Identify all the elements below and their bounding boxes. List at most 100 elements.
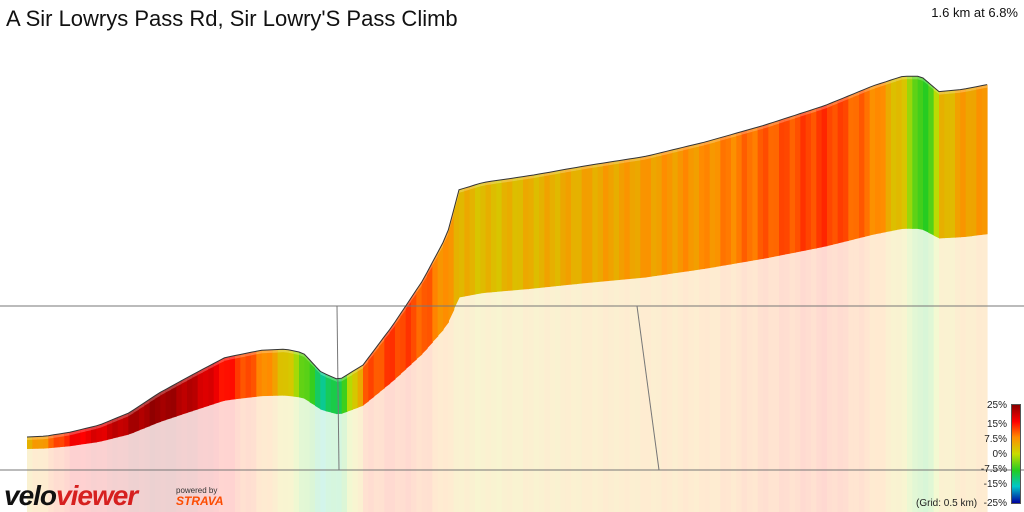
- gradient-band: [507, 178, 513, 291]
- gradient-band: [875, 83, 881, 235]
- gradient-band: [496, 179, 503, 292]
- reflection-band: [789, 252, 796, 512]
- gradient-band: [651, 153, 657, 277]
- reflection-band: [368, 396, 375, 512]
- gradient-band: [384, 329, 391, 389]
- reflection-band: [251, 396, 257, 512]
- gradient-band: [960, 88, 967, 238]
- gradient-band: [896, 76, 903, 231]
- reflection-band: [629, 278, 636, 512]
- gradient-band-edge: [272, 349, 279, 353]
- reflection-band: [597, 281, 604, 512]
- reflection-band: [43, 448, 49, 512]
- gradient-band-edge: [192, 371, 199, 378]
- powered-by-text: powered by: [176, 486, 218, 495]
- gradient-band: [907, 76, 913, 229]
- reflection-band: [635, 277, 641, 512]
- reflection-band: [928, 232, 935, 512]
- gradient-band: [640, 156, 647, 278]
- gradient-band-edge: [368, 350, 375, 361]
- reflection-band: [37, 448, 44, 512]
- gradient-band: [240, 353, 247, 399]
- gradient-band: [272, 349, 279, 396]
- veloviewer-logo[interactable]: veloviewer: [4, 480, 138, 512]
- gradient-band-edge: [187, 374, 193, 381]
- gradient-band: [320, 371, 327, 412]
- reflection-band: [181, 412, 188, 512]
- gradient-band-edge: [427, 262, 433, 276]
- gradient-band: [560, 169, 567, 286]
- gradient-band: [837, 98, 844, 244]
- gradient-band: [672, 148, 679, 274]
- gradient-band: [864, 87, 871, 237]
- reflection-band: [53, 447, 60, 512]
- gradient-band: [725, 134, 732, 266]
- gradient-band-edge: [432, 252, 439, 266]
- reflection-band: [187, 411, 193, 512]
- gradient-band-edge: [747, 128, 753, 134]
- reflection-band: [912, 228, 919, 512]
- reflection-band: [117, 435, 124, 512]
- gradient-band: [795, 113, 801, 253]
- gradient-band: [165, 386, 172, 421]
- reflection-band: [709, 267, 716, 512]
- gradient-band-edge: [469, 184, 476, 190]
- scale-label: 15%: [986, 419, 1007, 430]
- gradient-band: [405, 298, 412, 370]
- gradient-band-edge: [331, 376, 337, 382]
- reflection-band: [869, 234, 876, 512]
- reflection-band: [795, 251, 801, 512]
- reflection-band: [325, 411, 332, 512]
- gradient-band: [229, 355, 236, 400]
- reflection-band: [144, 426, 151, 512]
- gradient-band-edge: [821, 104, 828, 110]
- gradient-band-edge: [949, 90, 956, 94]
- reflection-band: [960, 236, 967, 512]
- reflection-band: [864, 235, 871, 512]
- gradient-band-edge: [277, 349, 284, 353]
- gradient-band-edge: [912, 76, 919, 80]
- reflection-band: [75, 444, 81, 512]
- gradient-band: [485, 181, 492, 293]
- reflection-band: [208, 404, 215, 512]
- gradient-band: [480, 182, 487, 294]
- reflection-band: [245, 397, 252, 512]
- reflection-band: [965, 236, 972, 512]
- reflection-band: [69, 445, 76, 512]
- reflection-band: [757, 258, 764, 512]
- reflection-band: [96, 441, 103, 512]
- gradient-band: [304, 354, 311, 403]
- gradient-band: [811, 108, 817, 250]
- reflection-band: [976, 234, 983, 512]
- scale-label: 0%: [992, 449, 1007, 460]
- gradient-band: [144, 399, 151, 429]
- reflection-band: [832, 243, 839, 512]
- gradient-band: [155, 392, 161, 424]
- reflection-band: [192, 409, 199, 512]
- gradient-band: [491, 180, 497, 293]
- reflection-band: [741, 261, 748, 512]
- logo-viewer: viewer: [56, 480, 138, 511]
- gradient-band-edge: [715, 137, 721, 143]
- reflection-band: [752, 259, 759, 512]
- gradient-band: [187, 374, 193, 413]
- reflection-band: [853, 238, 860, 512]
- gradient-band: [459, 188, 465, 298]
- gradient-band-edge: [27, 436, 33, 440]
- reflection-band: [816, 247, 823, 512]
- reflection-band: [272, 395, 279, 512]
- reflection-band: [773, 255, 780, 512]
- reflection-band: [859, 236, 865, 512]
- powered-by-strava[interactable]: powered by STRAVA: [176, 486, 224, 508]
- reflection-band: [213, 402, 220, 512]
- gradient-band-edge: [363, 357, 369, 368]
- gradient-band-edge: [875, 83, 881, 89]
- gradient-band: [347, 371, 353, 412]
- gradient-band-edge: [848, 93, 855, 99]
- gradient-band-edge: [443, 229, 449, 246]
- gradient-band-edge: [416, 282, 423, 294]
- reflection-band: [427, 342, 433, 512]
- gradient-band: [421, 272, 428, 355]
- gradient-band-edge: [389, 322, 396, 333]
